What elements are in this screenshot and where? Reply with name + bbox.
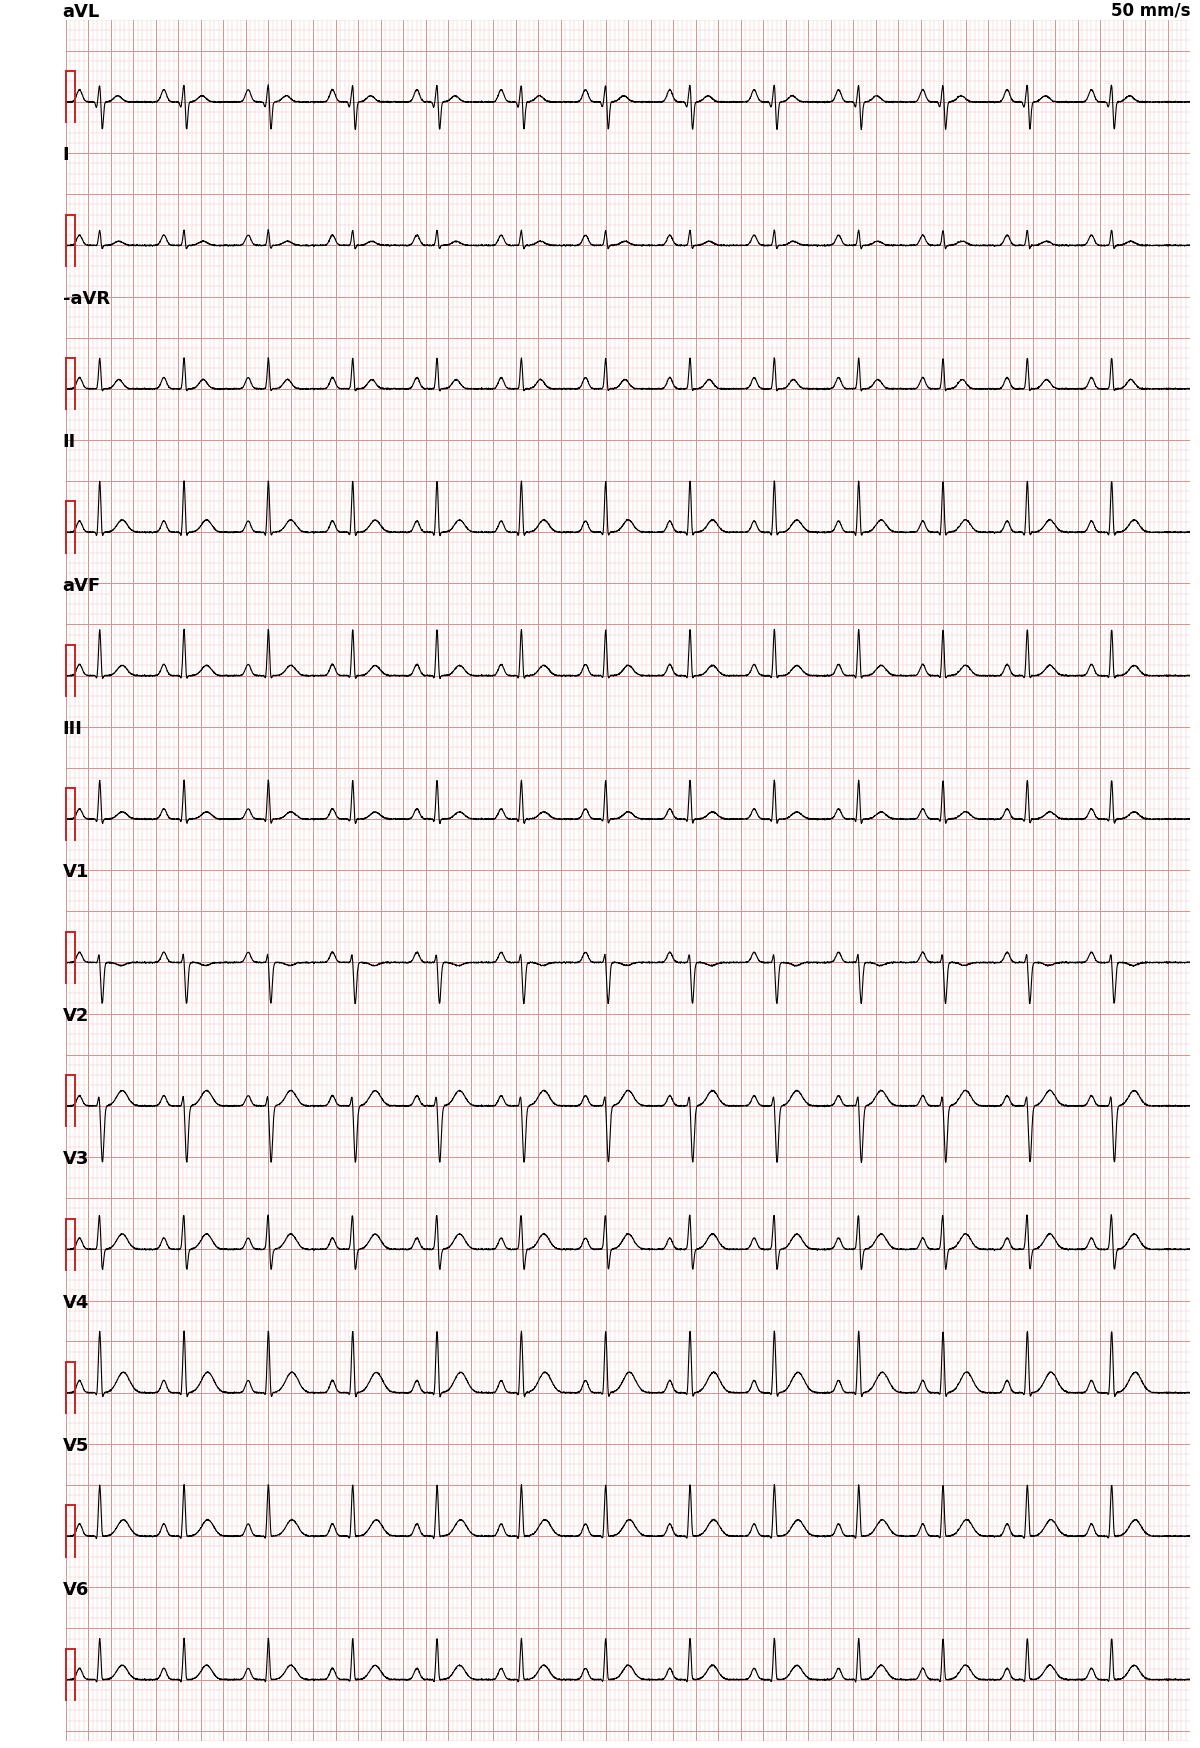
Text: V3: V3 [62,1150,89,1168]
Text: 50 mm/s: 50 mm/s [1111,2,1190,19]
Text: V1: V1 [62,864,89,881]
Text: aVF: aVF [62,577,101,594]
Text: V5: V5 [62,1437,89,1454]
Text: -aVR: -aVR [62,290,109,308]
Text: II: II [62,434,76,451]
Text: I: I [62,147,70,164]
Text: V4: V4 [62,1294,89,1311]
Text: III: III [62,720,83,738]
Text: V6: V6 [62,1580,89,1598]
Text: V2: V2 [62,1007,89,1024]
Text: aVL: aVL [62,3,100,21]
